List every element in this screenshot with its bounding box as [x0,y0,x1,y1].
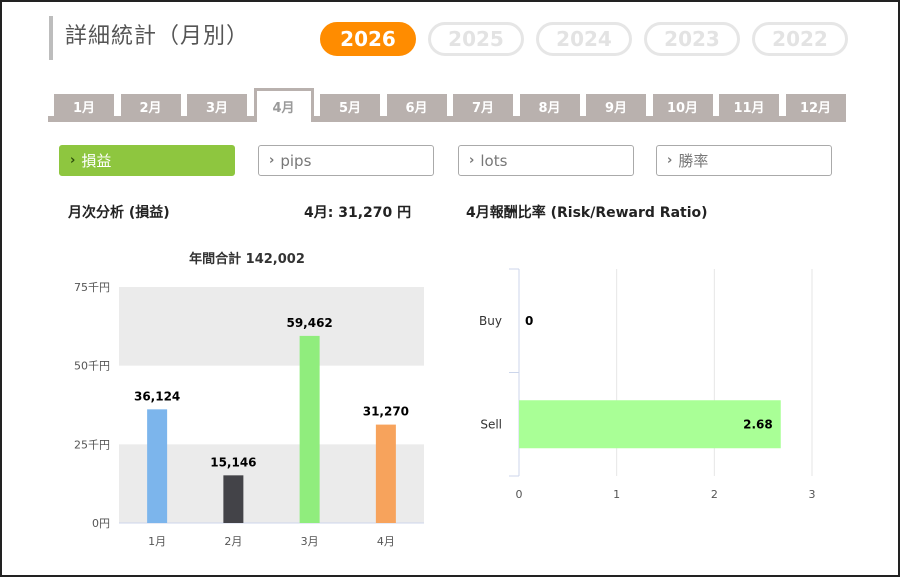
plot-band [119,287,424,366]
year-selector: 2026 2025 2024 2023 2022 [320,22,848,56]
bar-2 [223,475,244,523]
metric-label: pips [280,151,312,170]
x-tick-label: 3月 [301,535,319,548]
x-tick-label: 2 [711,488,718,501]
x-tick-label: 1月 [148,535,166,548]
x-tick-label: 3 [809,488,816,501]
month-tab-8[interactable]: 8月 [519,94,580,118]
x-tick-label: 0 [516,488,523,501]
metric-label: 損益 [81,152,112,170]
month-tab-1[interactable]: 1月 [54,94,114,118]
y-tick-label: 0円 [92,517,110,530]
month-tab-5[interactable]: 5月 [320,94,380,118]
chevron-right-icon: › [469,153,475,168]
metric-label: 勝率 [678,152,709,170]
metric-button-0[interactable]: › 損益 [59,145,235,176]
month-tab-6[interactable]: 6月 [386,94,447,118]
x-tick-label: 4月 [377,535,395,548]
page-title: 詳細統計（月別） [49,16,249,60]
month-tab-2[interactable]: 2月 [120,94,181,118]
month-tab-9[interactable]: 9月 [586,94,646,118]
metric-button-2[interactable]: › lots [458,145,634,176]
y-category-label: Buy [479,314,502,328]
month-tabs: 1月 2月 3月 4月 5月 6月 7月 8月 9月 10月 11月 12月 [48,88,846,122]
x-tick-label: 1 [613,488,620,501]
month-tab-12[interactable]: 12月 [785,94,846,118]
monthly-profit-chart: 年間合計 142,002 0円 25千円 50千円 75千円 36,124 1月 15,146… [74,251,424,548]
year-button-2024[interactable]: 2024 [536,22,632,56]
bar-4 [375,424,396,523]
year-button-2026[interactable]: 2026 [320,22,416,56]
monthly-analysis-title: 月次分析 (損益) [68,205,170,221]
year-button-2022[interactable]: 2022 [752,22,848,56]
chart-title: 年間合計 142,002 [189,251,305,267]
month-tab-4[interactable]: 4月 [253,88,314,122]
bar-value-label: 31,270 [363,405,409,419]
risk-reward-title: 4月報酬比率 (Risk/Reward Ratio) [466,205,708,221]
month-tab-3[interactable]: 3月 [187,94,247,118]
month-tab-7[interactable]: 7月 [453,94,513,118]
bar-value-label: 15,146 [210,455,256,469]
metric-label: lots [480,151,508,170]
chevron-right-icon: › [667,153,673,168]
y-tick-label: 75千円 [74,281,110,294]
y-tick-label: 25千円 [74,438,110,451]
metric-button-1[interactable]: › pips [258,145,434,176]
month-profit-value: 4月: 31,270 円 [304,205,412,221]
year-button-2023[interactable]: 2023 [644,22,740,56]
bar-1 [147,409,168,523]
plot-band [119,444,424,523]
y-category-label: Sell [480,417,502,431]
chevron-right-icon: › [70,153,76,168]
risk-reward-chart: 0 1 2 3 Buy 0 Sell 2.68 [479,268,816,501]
year-button-2025[interactable]: 2025 [428,22,524,56]
x-tick-label: 2月 [224,535,242,548]
metric-button-3[interactable]: › 勝率 [656,145,832,176]
y-tick-label: 50千円 [74,360,110,373]
month-tab-10[interactable]: 10月 [652,94,713,118]
bar-value-label: 59,462 [286,316,332,330]
month-tab-underline [48,116,846,122]
bar-value-label: 2.68 [743,417,773,431]
bar-value-label: 0 [525,314,533,328]
chevron-right-icon: › [269,153,275,168]
bar-value-label: 36,124 [134,389,180,403]
month-tab-11[interactable]: 11月 [719,94,779,118]
hbar-sell [519,400,781,449]
bar-3 [299,335,320,523]
